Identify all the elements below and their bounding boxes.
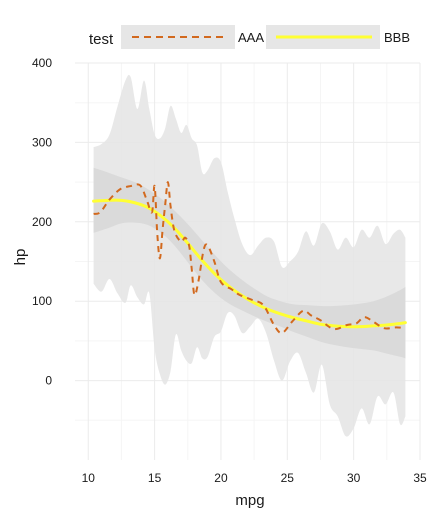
y-tick-label: 0: [45, 374, 52, 388]
series-line-bbb: [92, 198, 407, 329]
x-tick-label: 15: [148, 471, 162, 485]
series-lines: [92, 181, 407, 334]
y-axis-tick-labels: 0 100 200 300 400: [32, 56, 52, 388]
y-tick-label: 100: [32, 294, 52, 308]
x-tick-label: 35: [413, 471, 427, 485]
y-tick-label: 400: [32, 56, 52, 70]
y-tick-label: 200: [32, 215, 52, 229]
confidence-bands: [93, 74, 406, 437]
x-tick-label: 25: [281, 471, 295, 485]
x-tick-label: 20: [214, 471, 228, 485]
legend-title: test: [89, 31, 114, 48]
x-tick-label: 10: [82, 471, 96, 485]
outer-ribbon: [93, 74, 406, 437]
legend-label-aaa: AAA: [238, 30, 264, 45]
legend-label-bbb: BBB: [384, 30, 410, 45]
x-tick-label: 30: [347, 471, 361, 485]
y-tick-label: 300: [32, 135, 52, 149]
series-line-aaa: [93, 181, 406, 334]
legend: test AAA BBB: [89, 25, 410, 49]
y-axis-title: hp: [12, 249, 29, 266]
x-axis-tick-labels: 10 15 20 25 30 35: [82, 471, 427, 485]
x-axis-title: mpg: [235, 492, 264, 509]
